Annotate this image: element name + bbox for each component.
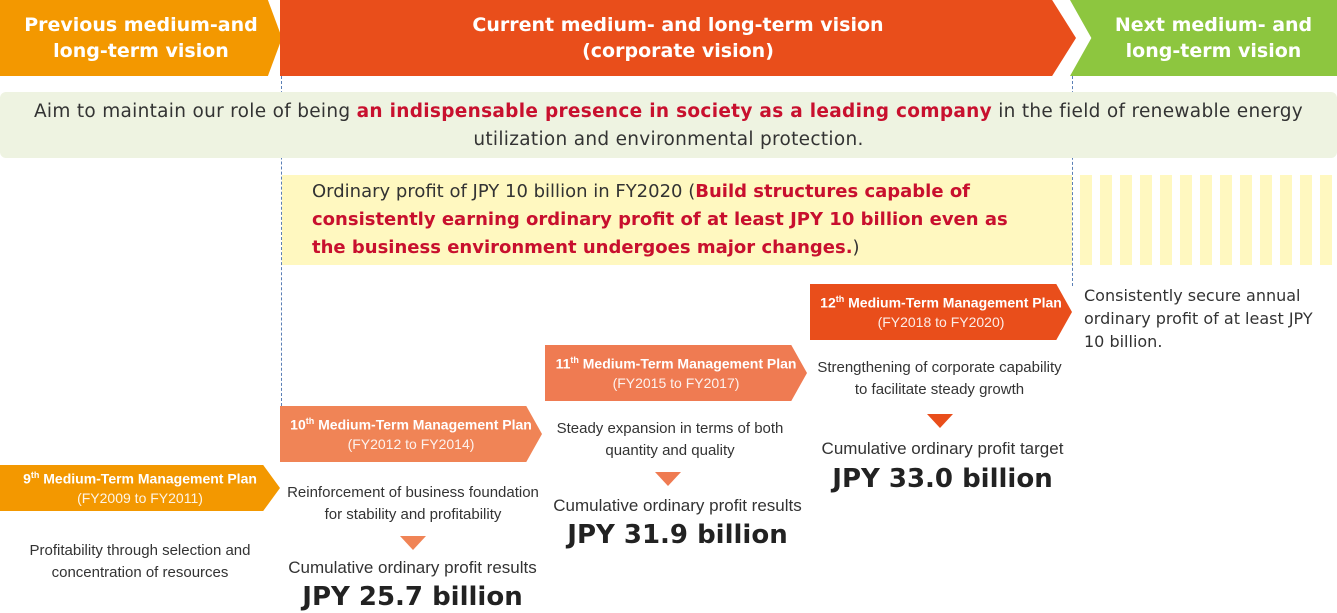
plan-name: Medium-Term Management Plan [43, 470, 257, 487]
plan-ordinal: 11 [555, 355, 571, 372]
aim-text: Aim to maintain our role of being [33, 101, 357, 122]
plan-ordinal: 9 [23, 470, 31, 487]
plan-period: (FY2009 to FY2011) [77, 489, 203, 506]
plan-theme: Strengthening of corporate capability to… [817, 359, 1062, 398]
result-label: Cumulative ordinary profit results [288, 558, 537, 577]
result-label: Cumulative ordinary profit target [821, 439, 1064, 458]
result-value: JPY 33.0 billion [832, 464, 1053, 494]
phase-label: long-term vision [1125, 40, 1302, 62]
plan-box: 11th Medium-Term Management Plan (FY2015… [545, 345, 807, 401]
plan-box: 9th Medium-Term Management Plan (FY2009 … [0, 465, 280, 511]
arrow-down [400, 536, 426, 550]
plan-suffix: th [305, 416, 315, 427]
phase-next: Next medium- and long-term vision [1070, 0, 1337, 76]
phase-previous: Previous medium-and long-term vision [0, 0, 282, 76]
divider [281, 76, 282, 406]
plan-name: Medium-Term Management Plan [582, 355, 797, 372]
plan-suffix: th [570, 355, 579, 366]
aim-highlight: an indispensable presence in society as … [356, 101, 993, 122]
target-text: ) [852, 237, 860, 258]
divider [1072, 76, 1073, 286]
plan-box: 10th Medium-Term Management Plan (FY2012… [280, 406, 542, 462]
plan-period: (FY2012 to FY2014) [347, 435, 475, 452]
plan-period: (FY2018 to FY2020) [877, 313, 1005, 330]
plan-box: 12th Medium-Term Management Plan (FY2018… [810, 284, 1072, 340]
aim-box: Aim to maintain our role of being an ind… [0, 92, 1337, 158]
target-text: Ordinary profit of JPY 10 billion in FY2… [312, 181, 696, 202]
result-value: JPY 31.9 billion [567, 520, 788, 550]
target-stripes [1080, 175, 1337, 265]
phase-label: Current medium- and long-term vision [472, 14, 884, 36]
plan-suffix: th [835, 294, 845, 305]
phase-label: Next medium- and [1114, 14, 1313, 36]
next-goal: Consistently secure annual ordinary prof… [1084, 286, 1313, 351]
arrow-down [927, 414, 953, 428]
aim-text: in the field of renewable energy utiliza… [473, 101, 1304, 150]
plan-suffix: th [30, 470, 40, 481]
plan-period: (FY2015 to FY2017) [612, 374, 740, 391]
plan-ordinal: 12 [820, 294, 836, 311]
plan-ordinal: 10 [290, 416, 306, 433]
phase-label: long-term vision [53, 40, 229, 62]
result-value: JPY 25.7 billion [302, 582, 523, 612]
phase-label: (corporate vision) [582, 40, 774, 62]
arrow-down [655, 472, 681, 486]
target-box: Ordinary profit of JPY 10 billion in FY2… [282, 175, 1072, 265]
plan-theme: Profitability through selection and conc… [29, 542, 251, 581]
target-highlight: Build structures capable of consistently… [312, 181, 1008, 258]
plan-theme: Steady expansion in terms of both quanti… [556, 420, 784, 459]
phase-current: Current medium- and long-term vision (co… [280, 0, 1076, 76]
plan-name: Medium-Term Management Plan [848, 294, 1062, 311]
result-label: Cumulative ordinary profit results [553, 496, 802, 515]
plan-theme: Reinforcement of business foundation for… [287, 484, 539, 523]
phase-label: Previous medium-and [24, 14, 258, 36]
plan-name: Medium-Term Management Plan [318, 416, 532, 433]
